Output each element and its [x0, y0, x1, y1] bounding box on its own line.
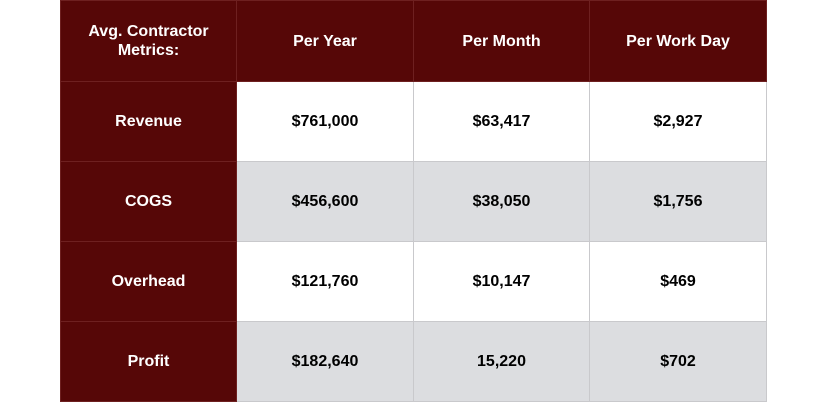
table-cell: $38,050: [413, 161, 590, 242]
table-row-revenue: Revenue $761,000 $63,417 $2,927: [60, 81, 767, 162]
metrics-table-container: Avg. Contractor Metrics: Per Year Per Mo…: [60, 0, 767, 402]
row-label-cogs: COGS: [60, 161, 237, 242]
table-cell: $761,000: [236, 81, 414, 162]
table-cell: $702: [589, 321, 767, 402]
table-cell: $456,600: [236, 161, 414, 242]
table-cell: $182,640: [236, 321, 414, 402]
table-cell: $121,760: [236, 241, 414, 322]
table-cell: $469: [589, 241, 767, 322]
table-cell: 15,220: [413, 321, 590, 402]
table-cell: $63,417: [413, 81, 590, 162]
table-cell: $1,756: [589, 161, 767, 242]
row-label-overhead: Overhead: [60, 241, 237, 322]
contractor-metrics-table: Avg. Contractor Metrics: Per Year Per Mo…: [60, 0, 767, 402]
column-header-per-month: Per Month: [413, 0, 590, 82]
table-cell: $2,927: [589, 81, 767, 162]
corner-label-line1: Avg. Contractor: [88, 23, 209, 40]
table-cell: $10,147: [413, 241, 590, 322]
corner-label-line2: Metrics:: [117, 42, 180, 59]
corner-header-cell: Avg. Contractor Metrics:: [60, 0, 237, 82]
table-row-profit: Profit $182,640 15,220 $702: [60, 321, 767, 402]
column-header-per-work-day: Per Work Day: [589, 0, 767, 82]
table-row-overhead: Overhead $121,760 $10,147 $469: [60, 241, 767, 322]
row-label-revenue: Revenue: [60, 81, 237, 162]
table-row-cogs: COGS $456,600 $38,050 $1,756: [60, 161, 767, 242]
table-header-row: Avg. Contractor Metrics: Per Year Per Mo…: [60, 0, 767, 82]
row-label-profit: Profit: [60, 321, 237, 402]
column-header-per-year: Per Year: [236, 0, 414, 82]
